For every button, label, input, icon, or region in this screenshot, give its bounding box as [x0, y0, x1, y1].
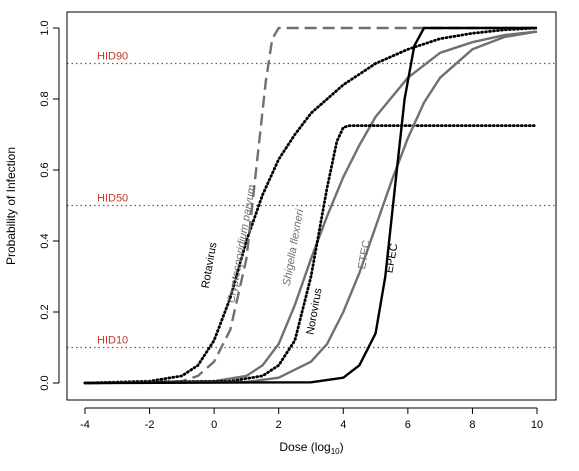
- y-tick-label: 0.0: [39, 375, 51, 390]
- y-tick-label: 0.6: [39, 162, 51, 177]
- y-tick-label: 0.8: [39, 91, 51, 106]
- x-tick-label: 2: [276, 419, 282, 431]
- series-line-etec: [84, 30, 538, 385]
- x-tick-label: 0: [211, 419, 217, 431]
- curve-label-cryptosporidium-parvum: Cryptosporidium parvum: [226, 184, 259, 304]
- y-axis-title: Probability of Infection: [4, 147, 18, 265]
- curve-label-rotavirus: Rotavirus: [200, 241, 220, 289]
- series-line-rotavirus: [83, 26, 539, 385]
- reference-label-hid50: HID50: [97, 193, 128, 205]
- x-tick-label: -2: [145, 419, 155, 431]
- y-tick-label: 0.4: [39, 233, 51, 248]
- x-axis-title-main: Dose (log: [279, 440, 330, 454]
- reference-lines: HID90 HID50 HID10: [67, 51, 556, 349]
- x-axis: -4 -2 0 2 4 6 8 10: [80, 407, 543, 431]
- x-tick-label: 8: [469, 419, 475, 431]
- series-line-norovirus: [83, 124, 539, 385]
- curve-label-shigella-flexneri: Shigella flexneri: [281, 208, 306, 287]
- x-axis-title-sub: 10: [331, 447, 340, 456]
- plot-frame: [66, 11, 557, 401]
- series-line-shigella-flexneri: [84, 30, 538, 385]
- annotation-layer: Rotavirus Cryptosporidium parvum Shigella …: [200, 184, 401, 336]
- y-axis: 0.0 0.2 0.4 0.6 0.8 1.0: [39, 20, 60, 391]
- reference-label-hid90: HID90: [97, 51, 128, 63]
- reference-label-hid10: HID10: [97, 335, 128, 347]
- x-axis-title-close: ): [340, 440, 344, 454]
- y-tick-label: 1.0: [39, 20, 51, 35]
- x-axis-title: Dose (log10): [279, 440, 343, 456]
- y-tick-label: 0.2: [39, 304, 51, 319]
- x-tick-label: 4: [340, 419, 346, 431]
- x-tick-label: -4: [80, 419, 90, 431]
- series-layer: [83, 26, 539, 385]
- series-line-cryptosporidium-parvum: [84, 26, 537, 385]
- x-tick-label: 6: [405, 419, 411, 431]
- x-tick-label: 10: [531, 419, 543, 431]
- series-line-epec: [84, 26, 537, 385]
- curve-label-epec: EPEC: [383, 242, 400, 274]
- curve-label-etec: ETEC: [356, 239, 373, 270]
